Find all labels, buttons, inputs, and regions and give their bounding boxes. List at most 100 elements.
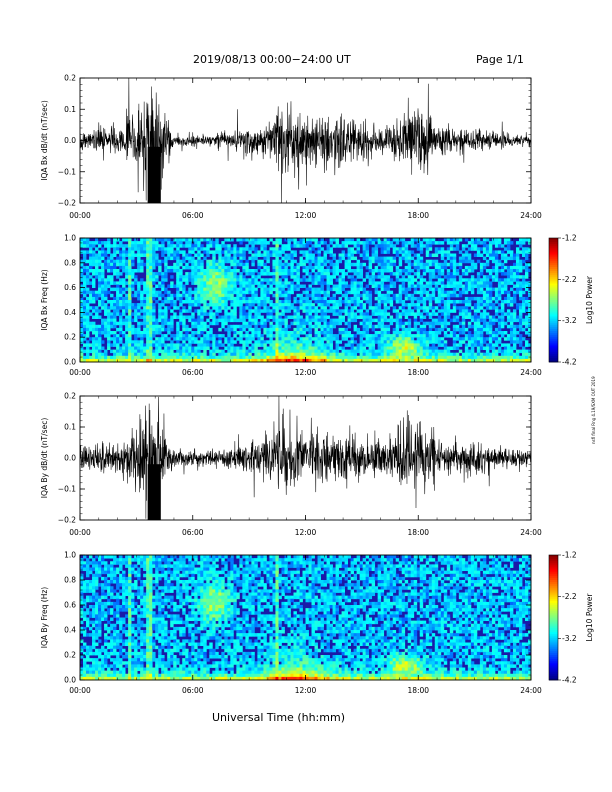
spectrogram-cell (83, 244, 87, 248)
spectrogram-cell (173, 303, 177, 307)
spectrogram-cell (92, 296, 96, 301)
spectrogram-cell (227, 327, 231, 332)
spectrogram-cell (413, 334, 418, 338)
spectrogram-cell (518, 262, 523, 267)
spectrogram-cell (425, 309, 430, 313)
spectrogram-cell (479, 358, 484, 363)
spectrogram-cell (221, 290, 225, 295)
spectrogram-cell (455, 247, 460, 251)
spectrogram-cell (464, 287, 469, 292)
spectrogram-cell (200, 318, 204, 323)
spectrogram-cell (113, 259, 117, 264)
spectrogram-cell (248, 269, 252, 273)
spectrogram-cell (350, 355, 355, 360)
spectrogram-cell (431, 306, 436, 310)
spectrogram-cell (431, 312, 436, 316)
spectrogram-cell (197, 259, 201, 264)
spectrogram-cell (104, 296, 108, 301)
spectrogram-cell (437, 327, 442, 332)
spectrogram-cell (401, 269, 406, 273)
spectrogram-cell (92, 293, 96, 298)
spectrogram-cell (362, 355, 367, 360)
spectrogram-cell (80, 337, 84, 341)
spectrogram-cell (248, 247, 252, 251)
spectrogram-cell (335, 352, 339, 357)
spectrogram-cell (518, 309, 523, 313)
spectrogram-cell (521, 281, 526, 285)
spectrogram-cell (431, 259, 436, 264)
spectrogram-cell (248, 334, 252, 338)
spectrogram-cell (245, 352, 249, 357)
spectrogram-cell (359, 287, 364, 292)
spectrogram-cell (137, 306, 141, 310)
spectrogram-cell (473, 244, 478, 248)
spectrogram-cell (374, 259, 379, 264)
spectrogram-cell (212, 352, 216, 357)
spectrogram-cell (377, 349, 382, 354)
spectrogram-cell (410, 343, 415, 347)
spectrogram-cell (101, 293, 105, 298)
spectrogram-cell (146, 287, 150, 292)
spectrogram-cell (362, 321, 367, 326)
spectrogram-cell (197, 331, 201, 335)
spectrogram-cell (131, 284, 135, 288)
spectrogram-cell (227, 244, 231, 248)
spectrogram-cell (272, 324, 276, 329)
spectrogram-cell (332, 296, 336, 301)
spectrogram-cell (467, 358, 472, 363)
spectrogram-cell (299, 278, 303, 282)
spectrogram-cell (302, 346, 306, 350)
spectrogram-cell (356, 346, 361, 350)
spectrogram-cell (170, 309, 174, 313)
spectrogram-cell (371, 358, 376, 363)
spectrogram-cell (251, 241, 255, 245)
spectrogram-cell (506, 241, 511, 245)
spectrogram-cell (524, 253, 529, 257)
spectrogram-cell (152, 318, 156, 323)
spectrogram-cell (305, 290, 309, 295)
spectrogram-cell (164, 321, 168, 326)
spectrogram-cell (455, 238, 460, 242)
spectrogram-cell (458, 256, 463, 261)
spectrogram-cell (308, 262, 312, 267)
spectrogram-cell (320, 284, 324, 288)
spectrogram-cell (239, 290, 243, 295)
spectrogram-cell (320, 281, 324, 285)
spectrogram-cell (428, 296, 433, 301)
spectrogram-cell (488, 355, 493, 360)
spectrogram-cell (290, 238, 294, 242)
spectrogram-cell (308, 293, 312, 298)
spectrogram-cell (182, 250, 186, 254)
spectrogram-cell (248, 315, 252, 319)
spectrogram-cell (329, 306, 333, 310)
spectrogram-cell (98, 275, 102, 279)
spectrogram-cell (311, 259, 315, 264)
spectrogram-cell (521, 309, 526, 313)
spectrogram-cell (392, 346, 397, 350)
spectrogram-cell (224, 238, 228, 242)
spectrogram-cell (401, 352, 406, 357)
spectrogram-cell (377, 306, 382, 310)
spectrogram-cell (473, 309, 478, 313)
spectrogram-cell (515, 259, 520, 264)
spectrogram-cell (341, 327, 345, 332)
spectrogram-cell (92, 331, 96, 335)
spectrogram-cell (407, 321, 412, 326)
spectrogram-cell (95, 358, 99, 363)
spectrogram-cell (488, 272, 493, 276)
spectrogram-cell (194, 296, 198, 301)
spectrogram-cell (380, 265, 385, 270)
spectrogram-cell (464, 334, 469, 338)
spectrogram-cell (383, 315, 388, 319)
spectrogram-cell (182, 349, 186, 354)
spectrogram-cell (149, 272, 153, 276)
spectrogram-cell (233, 287, 237, 292)
spectrogram-cell (509, 337, 514, 341)
spectrogram-cell (419, 306, 424, 310)
spectrogram-cell (209, 269, 213, 273)
spectrogram-cell (179, 315, 183, 319)
spectrogram-cell (170, 247, 174, 251)
spectrogram-cell (353, 303, 358, 307)
spectrogram-cell (122, 352, 126, 357)
spectrogram-cell (257, 284, 261, 288)
